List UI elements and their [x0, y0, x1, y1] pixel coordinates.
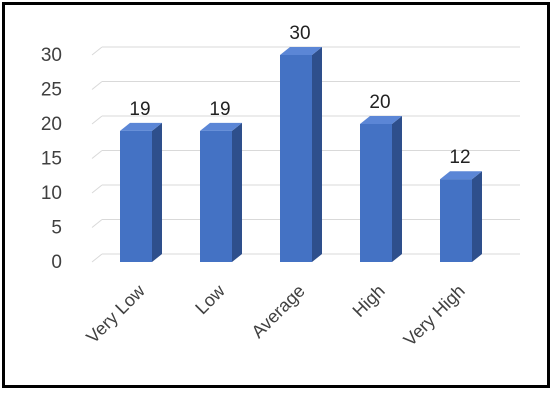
x-category-label: Average [248, 281, 309, 342]
x-axis-categories: Very Low Low Average High Very High [82, 280, 469, 350]
x-category-label: High [349, 281, 389, 321]
data-label: 20 [369, 92, 390, 113]
y-axis-ticks: 0 5 10 15 20 25 30 [41, 45, 62, 273]
bar-top [360, 116, 402, 124]
y-tick-label: 20 [41, 114, 62, 135]
y-tick-label: 5 [51, 218, 62, 239]
data-label: 19 [129, 99, 150, 120]
gridline-depth [91, 46, 103, 56]
bar-top [200, 122, 242, 131]
y-tick-label: 30 [41, 45, 62, 66]
bar [360, 116, 402, 262]
x-category-label: Very High [399, 281, 468, 350]
bar-side [392, 116, 402, 262]
bar-front [360, 124, 392, 262]
y-tick-label: 10 [41, 183, 62, 204]
bar-front [200, 130, 232, 262]
bar [120, 122, 162, 263]
bar-top [440, 171, 482, 180]
bar-top [280, 47, 322, 55]
gridline-depth [91, 150, 103, 159]
y-tick-label: 15 [41, 149, 62, 170]
data-label: 12 [449, 147, 470, 168]
bar [440, 171, 482, 262]
data-label: 19 [209, 99, 230, 120]
bar-side [232, 122, 242, 263]
bar-front [120, 130, 152, 262]
bar [200, 122, 242, 263]
bar-side [152, 122, 162, 263]
bar-front [440, 179, 472, 262]
y-tick-label: 0 [51, 252, 62, 273]
gridline-depth [91, 81, 103, 90]
bar [280, 47, 322, 262]
bars [120, 47, 482, 263]
bar-side [312, 47, 322, 262]
gridline-depth [91, 115, 103, 125]
gridline-depth [91, 184, 103, 194]
gridline-depth [91, 219, 103, 228]
bar-side [472, 171, 482, 262]
x-category-label: Very Low [82, 280, 149, 347]
data-labels: 19 19 30 20 12 [129, 23, 470, 168]
bar-top [120, 122, 162, 131]
data-label: 30 [289, 23, 310, 44]
bar-front [280, 55, 312, 262]
y-tick-label: 25 [41, 80, 62, 101]
x-category-label: Low [191, 280, 229, 318]
gridline-depth [91, 253, 103, 263]
